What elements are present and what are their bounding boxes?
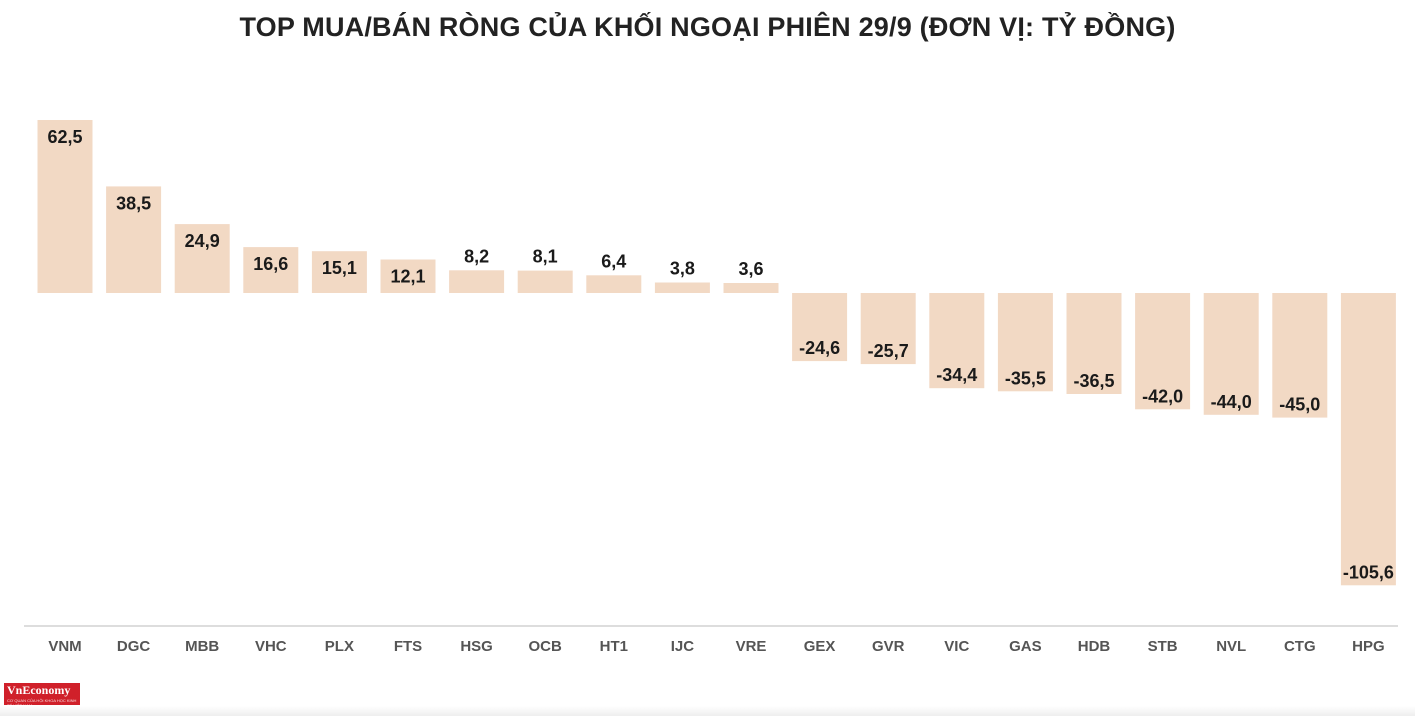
category-label-vnm: VNM — [48, 638, 81, 655]
category-label-hdb: HDB — [1078, 638, 1111, 655]
bar-vre — [723, 283, 779, 293]
value-label-gas: -35,5 — [1005, 368, 1046, 388]
bar-stb — [1135, 293, 1191, 410]
bar-hpg — [1340, 293, 1396, 586]
category-label-gvr: GVR — [872, 638, 905, 655]
value-label-hpg: -105,6 — [1343, 562, 1394, 582]
category-label-vhc: VHC — [255, 638, 287, 655]
bar-dgc — [106, 186, 162, 293]
bar-mbb — [174, 224, 230, 293]
bar-fts — [380, 259, 436, 293]
bar-ht1 — [586, 275, 642, 293]
category-label-ctg: CTG — [1284, 638, 1316, 655]
value-label-vic: -34,4 — [936, 365, 977, 385]
category-label-ht1: HT1 — [600, 638, 628, 655]
bar-ocb — [517, 270, 573, 293]
category-label-mbb: MBB — [185, 638, 219, 655]
bar-vic — [929, 293, 985, 389]
chart-title: TOP MUA/BÁN RÒNG CỦA KHỐI NGOẠI PHIÊN 29… — [239, 12, 1176, 42]
value-label-ht1: 6,4 — [601, 251, 626, 271]
bar-gvr — [860, 293, 916, 365]
value-label-gex: -24,6 — [799, 338, 840, 358]
value-label-dgc: 38,5 — [116, 193, 151, 213]
category-label-plx: PLX — [325, 638, 354, 655]
value-label-ctg: -45,0 — [1279, 395, 1320, 415]
logo-subtext: CƠ QUAN CỦA HỘI KHOA HỌC KINH TẾ VIỆT NA… — [7, 698, 77, 708]
category-label-hpg: HPG — [1352, 638, 1385, 655]
value-label-stb: -42,0 — [1142, 386, 1183, 406]
value-label-ocb: 8,1 — [533, 247, 558, 267]
bar-nvl — [1203, 293, 1259, 415]
category-label-fts: FTS — [394, 638, 422, 655]
value-label-vnm: 62,5 — [47, 127, 82, 147]
value-label-nvl: -44,0 — [1211, 392, 1252, 412]
bar-gas — [997, 293, 1053, 392]
category-label-ijc: IJC — [671, 638, 695, 655]
value-label-fts: 12,1 — [390, 267, 425, 287]
category-labels-layer: VNM DGC MBB VHC PLX FTS HSG OCB HT1 IJC VRE GEX GVR V… — [48, 638, 1384, 655]
value-label-hdb: -36,5 — [1073, 371, 1114, 391]
category-label-gex: GEX — [804, 638, 836, 655]
bar-plx — [311, 251, 367, 293]
value-label-vhc: 16,6 — [253, 254, 288, 274]
category-label-stb: STB — [1148, 638, 1178, 655]
category-label-vic: VIC — [944, 638, 969, 655]
category-label-nvl: NVL — [1216, 638, 1246, 655]
category-label-vre: VRE — [736, 638, 767, 655]
category-label-gas: GAS — [1009, 638, 1042, 655]
logo-text: VnEconomy — [7, 683, 71, 697]
bar-vnm — [37, 120, 93, 293]
bar-hsg — [449, 270, 505, 293]
bar-gex — [792, 293, 848, 362]
bar-hdb — [1066, 293, 1122, 394]
value-label-plx: 15,1 — [322, 258, 357, 278]
bar-ijc — [654, 282, 710, 293]
bottom-shadow — [0, 706, 1415, 716]
category-label-ocb: OCB — [529, 638, 563, 655]
value-label-hsg: 8,2 — [464, 246, 489, 266]
bar-vhc — [243, 247, 299, 293]
value-label-vre: 3,6 — [738, 259, 763, 279]
vneconomy-logo: VnEconomy CƠ QUAN CỦA HỘI KHOA HỌC KINH … — [4, 683, 80, 708]
value-label-ijc: 3,8 — [670, 259, 695, 279]
value-label-mbb: 24,9 — [185, 231, 220, 251]
value-labels-layer: 62,5 38,5 24,9 16,6 15,1 12,1 8,2 8,1 6,4 3,8 3,6 -… — [47, 127, 1393, 582]
category-label-hsg: HSG — [460, 638, 493, 655]
category-label-dgc: DGC — [117, 638, 151, 655]
value-label-gvr: -25,7 — [868, 341, 909, 361]
bars-layer — [37, 120, 1396, 586]
bar-ctg — [1272, 293, 1328, 418]
